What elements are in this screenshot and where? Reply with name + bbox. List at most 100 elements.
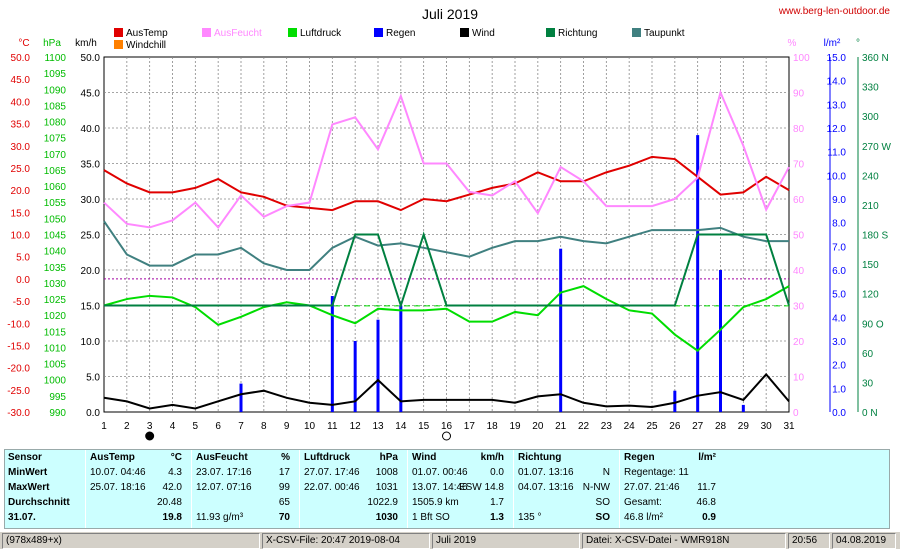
full-moon-icon <box>442 431 451 441</box>
wind-tick: 35.0 <box>81 160 101 171</box>
x-tick: 16 <box>441 421 453 432</box>
pressure-tick: 1010 <box>44 343 67 354</box>
direction-tick: 120 <box>862 290 879 301</box>
wind-tick: 0.0 <box>86 408 100 419</box>
stats-cell: 70 <box>278 512 290 523</box>
series-line-austemp <box>103 155 790 212</box>
series-line-richtung <box>104 231 790 309</box>
rain-tick: 1.0 <box>832 384 846 395</box>
x-tick: 8 <box>261 421 267 432</box>
stats-cell: % <box>281 452 290 463</box>
series-line-ausfeucht <box>103 89 790 229</box>
rain-bar <box>559 248 563 412</box>
rain-tick: 8.0 <box>832 219 846 230</box>
stats-cell: 99 <box>278 482 290 493</box>
direction-tick: 360 N <box>862 53 889 64</box>
stats-cell: 65 <box>278 497 290 508</box>
x-tick: 18 <box>487 421 499 432</box>
temp-tick: 40.0 <box>11 97 31 108</box>
temp-tick: 30.0 <box>11 142 31 153</box>
stats-cell: 0.0 <box>490 467 504 478</box>
rain-tick: 13.0 <box>827 100 847 111</box>
x-tick: 27 <box>692 421 704 432</box>
stats-cell: Regentage: 11 <box>624 467 689 478</box>
stats-cell: 4.3 <box>168 467 182 478</box>
x-tick: 26 <box>669 421 681 432</box>
stats-cell: 1022.9 <box>367 497 398 508</box>
stats-cell: 17 <box>278 467 290 478</box>
stats-cell: 20.48 <box>156 497 182 508</box>
pressure-tick: 1080 <box>44 118 67 129</box>
stats-cell: 25.07. 18:16 <box>90 482 146 493</box>
x-tick: 31 <box>783 421 795 432</box>
temp-tick: -30.0 <box>7 408 30 419</box>
humidity-unit: % <box>788 38 797 49</box>
stats-cell: 22.07. 00:46 <box>304 482 360 493</box>
legend-swatch <box>114 28 123 37</box>
rain-tick: 9.0 <box>832 195 846 206</box>
temp-tick: 10.0 <box>11 231 31 242</box>
pressure-tick: 1085 <box>44 101 67 112</box>
pressure-tick: 990 <box>49 408 66 419</box>
pressure-tick: 1060 <box>44 182 67 193</box>
rain-bar <box>330 296 334 412</box>
humidity-tick: 100 <box>793 53 810 64</box>
stats-cell: 46.8 <box>696 497 716 508</box>
stats-cell: 23.07. 17:16 <box>196 467 252 478</box>
stats-label-sensor: Sensor <box>8 452 42 463</box>
new-moon-icon <box>145 431 155 441</box>
stats-label-max: MaxWert <box>8 482 50 493</box>
rain-tick: 0.0 <box>832 408 846 419</box>
humidity-tick: 10 <box>793 373 805 384</box>
pressure-tick: 1045 <box>44 231 67 242</box>
stats-cell: SO <box>595 512 610 523</box>
legend-swatch <box>114 40 123 49</box>
humidity-tick: 70 <box>793 160 805 171</box>
x-tick: 5 <box>193 421 199 432</box>
stats-cell: 11.7 <box>697 482 716 493</box>
pressure-tick: 1000 <box>44 376 67 387</box>
rain-tick: 5.0 <box>832 290 846 301</box>
temp-tick: 0.0 <box>16 275 30 286</box>
direction-tick: 30 <box>862 378 874 389</box>
x-tick: 3 <box>147 421 153 432</box>
stats-cell: 0.9 <box>702 512 716 523</box>
stats-cell: AusTemp <box>90 452 135 463</box>
x-tick: 30 <box>761 421 773 432</box>
direction-tick: 180 S <box>862 231 888 242</box>
legend-regen: Regen <box>374 28 415 39</box>
x-tick: 11 <box>327 421 338 432</box>
pressure-tick: 1020 <box>44 311 67 322</box>
status-datei: Datei: X-CSV-Datei - WMR918N <box>582 533 786 549</box>
rain-tick: 3.0 <box>832 337 846 348</box>
stats-cell: Wind <box>412 452 437 463</box>
wind-unit: km/h <box>75 38 97 49</box>
x-tick: 28 <box>715 421 727 432</box>
pressure-tick: 1055 <box>44 198 67 209</box>
website-url[interactable]: www.berg-len-outdoor.de <box>778 6 890 17</box>
stats-label-avg: Durchschnitt <box>8 497 70 508</box>
chart-title: Juli 2019 <box>421 6 479 22</box>
pressure-tick: 1035 <box>44 263 67 274</box>
x-tick: 17 <box>464 421 476 432</box>
stats-cell: 27.07. 21:46 <box>624 482 680 493</box>
stats-cell: 13.07. 14:46 <box>412 482 468 493</box>
stats-cell: 04.07. 13:16 <box>518 482 574 493</box>
humidity-tick: 0 <box>793 408 799 419</box>
weather-chart: 50.045.040.035.030.025.020.015.010.05.00… <box>7 38 891 441</box>
rain-tick: 6.0 <box>832 266 846 277</box>
stats-cell: l/m² <box>698 452 716 463</box>
series-line-wind <box>103 372 790 410</box>
stats-cell: hPa <box>379 452 398 463</box>
stats-cell: N-NW <box>582 482 610 493</box>
stats-cell: 10.07. 04:46 <box>90 467 146 478</box>
rain-bar <box>399 305 403 412</box>
stats-cell: 27.07. 17:46 <box>304 467 360 478</box>
x-tick: 15 <box>418 421 430 432</box>
pressure-tick: 1030 <box>44 279 67 290</box>
rain-tick: 4.0 <box>832 313 846 324</box>
humidity-tick: 20 <box>793 337 805 348</box>
pressure-tick: 1065 <box>44 166 67 177</box>
stats-cell: 46.8 l/m² <box>624 512 663 523</box>
stats-cell: Luftdruck <box>304 452 351 463</box>
